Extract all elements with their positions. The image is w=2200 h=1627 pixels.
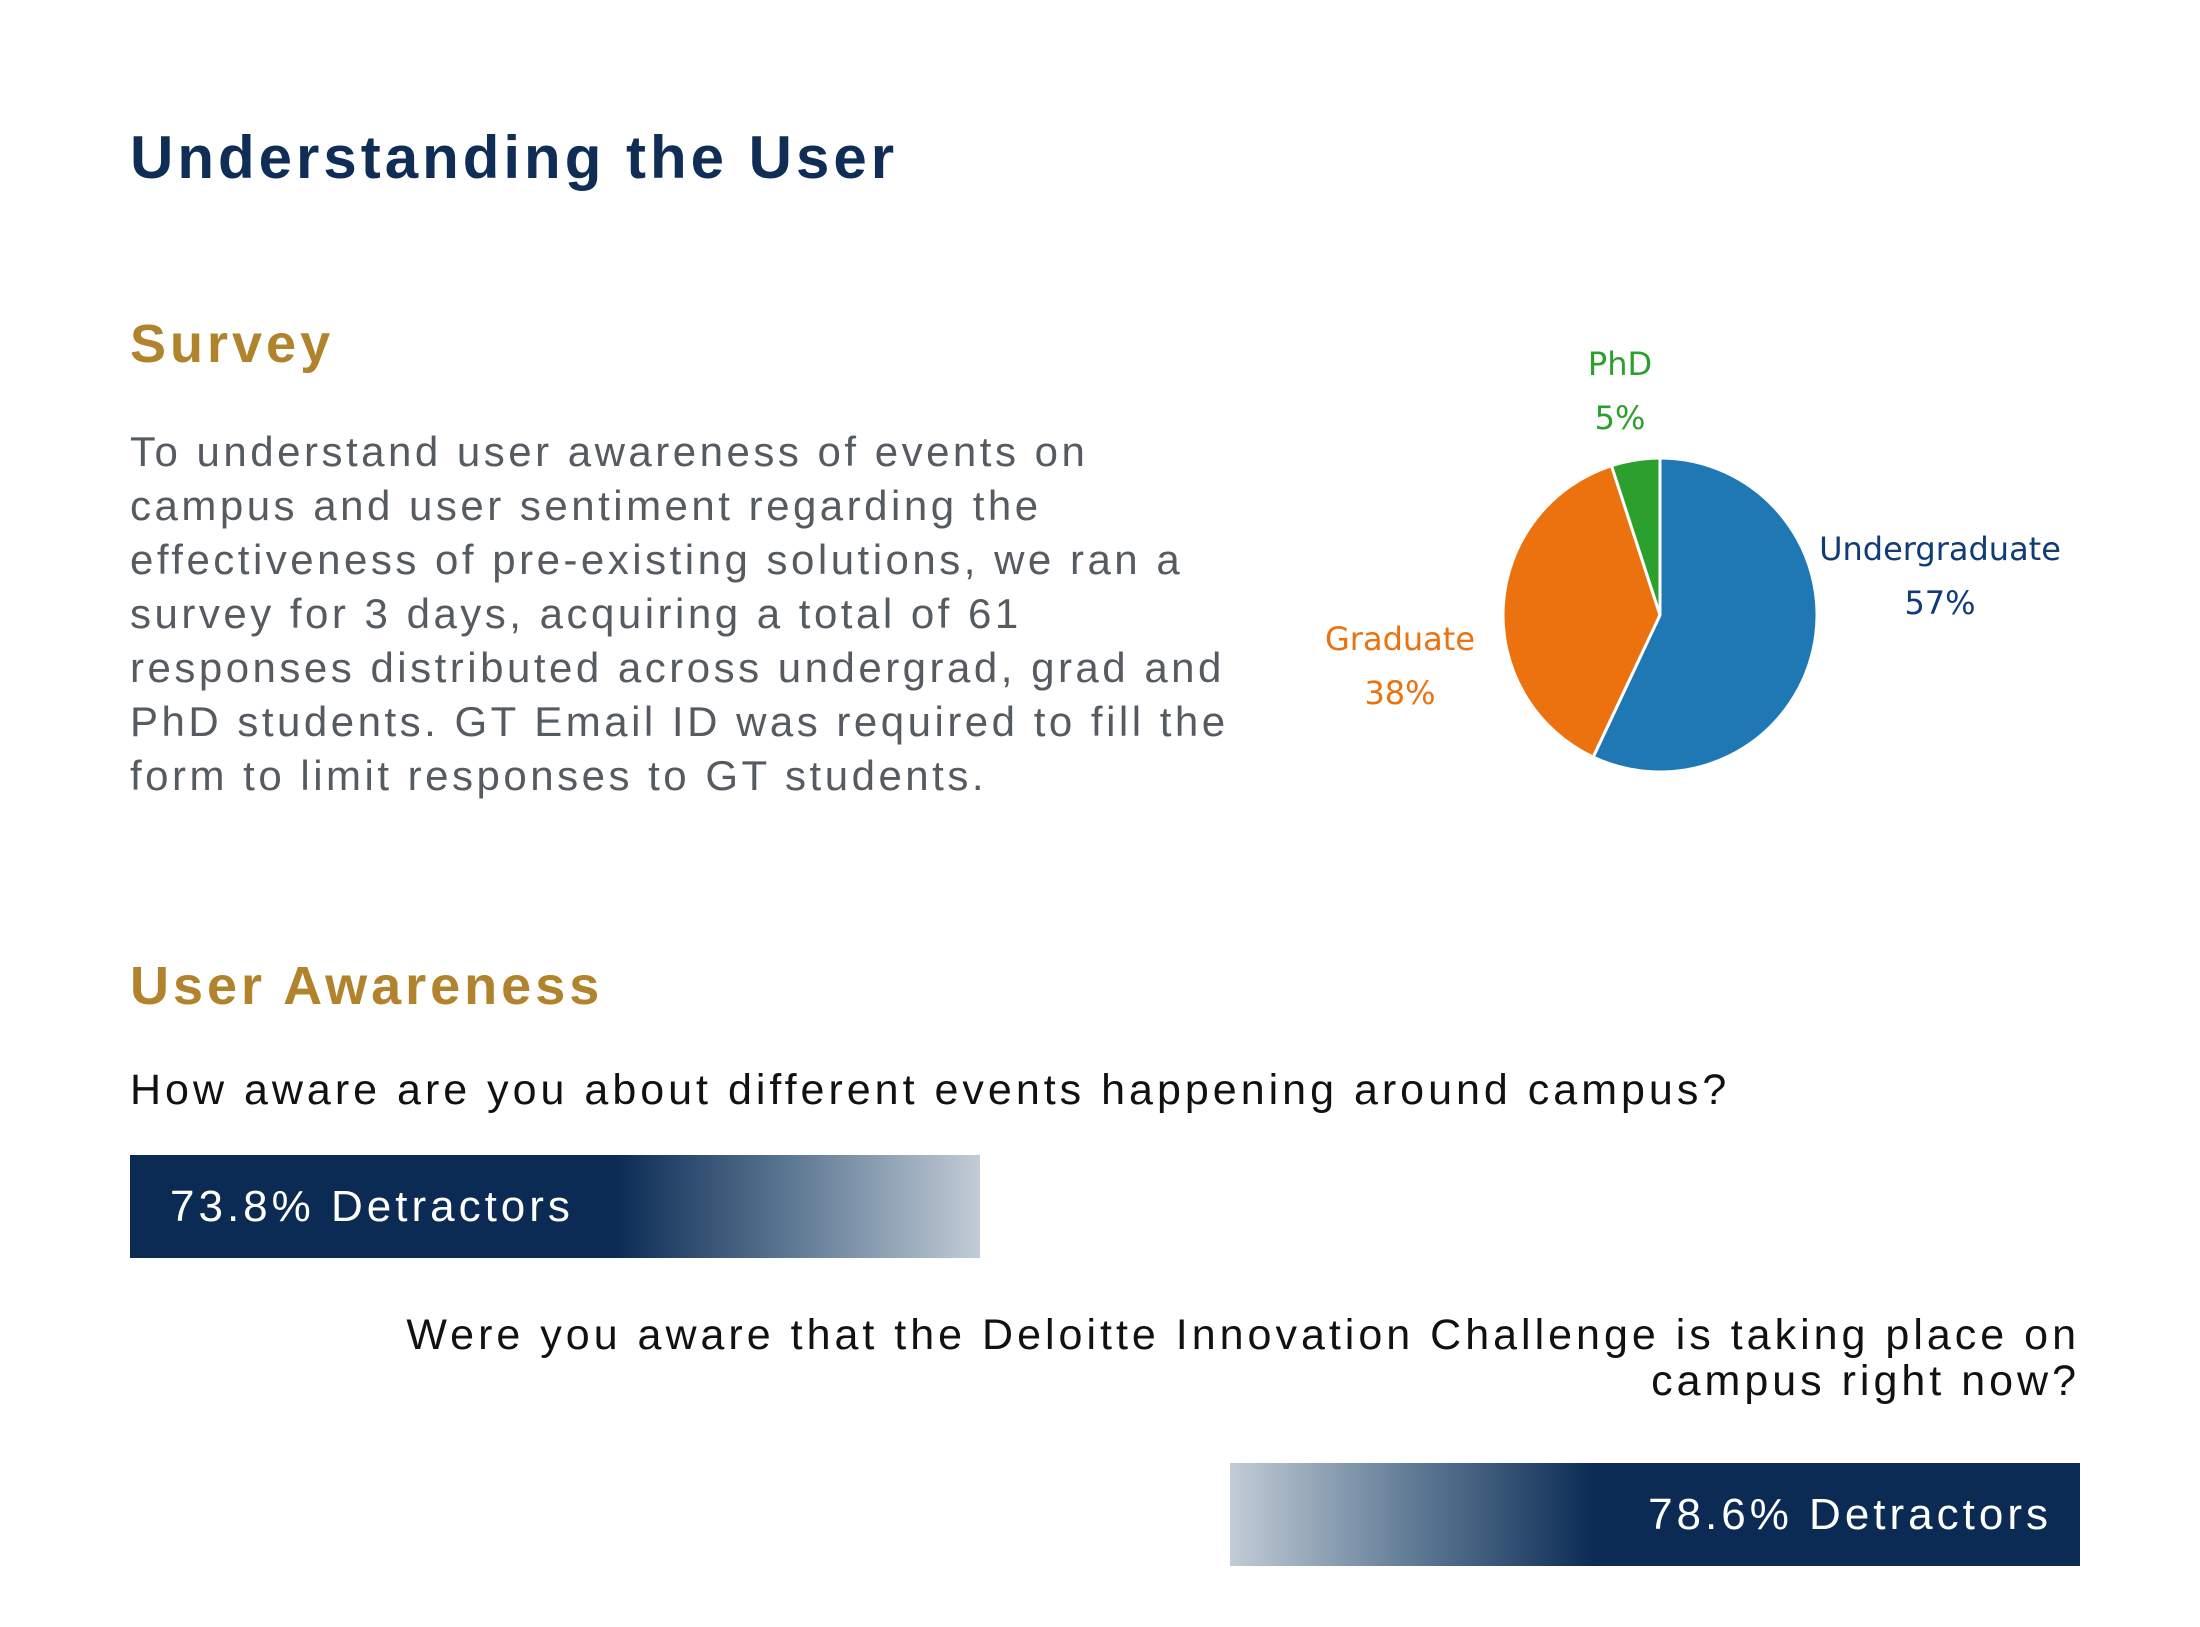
pie-slice-graduate xyxy=(1501,463,1662,760)
pie-value-graduate: 38% xyxy=(1364,674,1435,712)
survey-heading: Survey xyxy=(130,314,335,374)
survey-description: To understand user awareness of events o… xyxy=(130,428,1229,799)
pie-label-graduate: Graduate xyxy=(1325,620,1475,658)
pie-label-undergraduate: Undergraduate xyxy=(1819,530,2061,568)
detractors-bar-1: 73.8% Detractors xyxy=(130,1155,980,1258)
pie-value-undergraduate: 57% xyxy=(1904,584,1975,622)
pie-value-phd: 5% xyxy=(1595,399,1646,437)
detractors-bar-2: 78.6% Detractors xyxy=(1230,1463,2080,1566)
user-awareness-heading: User Awareness xyxy=(130,956,604,1016)
awareness-question-2: Were you aware that the Deloitte Innovat… xyxy=(406,1311,2080,1405)
awareness-question-1: How aware are you about different events… xyxy=(130,1066,1731,1114)
respondent-pie-chart: Undergraduate 57% Graduate 38% PhD 5% xyxy=(1325,345,2061,774)
pie-label-phd: PhD xyxy=(1588,345,1652,383)
pie-slice-undergraduate xyxy=(1591,456,1819,774)
pie-slice-phd xyxy=(1609,456,1662,616)
page-title: Understanding the User xyxy=(130,124,899,191)
